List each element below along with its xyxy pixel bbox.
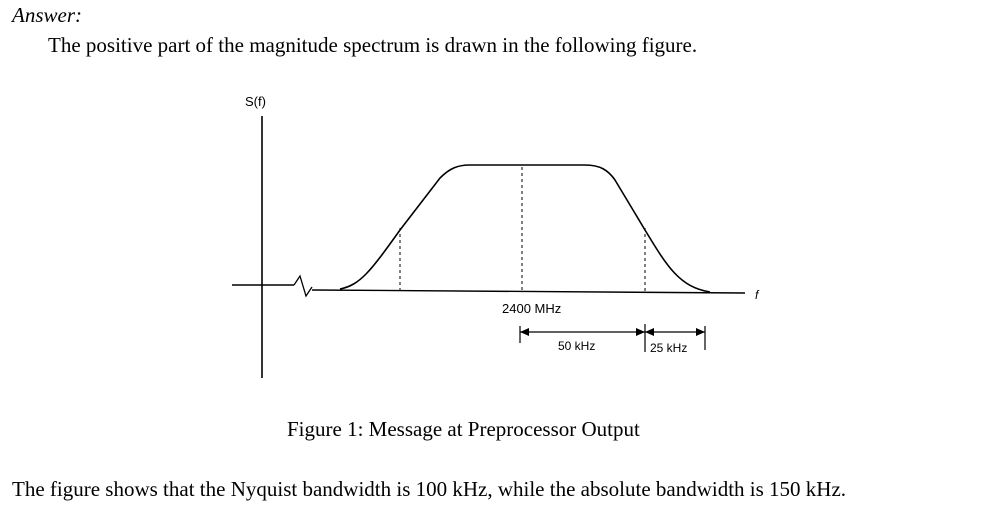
center-frequency-label: 2400 MHz: [502, 301, 561, 316]
axis-break: [293, 274, 313, 298]
x-axis-right: [311, 289, 746, 294]
rolloff-label: 25 kHz: [650, 341, 687, 355]
answer-label: Answer:: [12, 3, 82, 27]
conclusion-paragraph: The figure shows that the Nyquist bandwi…: [12, 477, 847, 501]
passband-label: 50 kHz: [558, 339, 595, 353]
arrow-head-mid-right: [645, 328, 654, 336]
arrow-head-right: [696, 328, 705, 336]
spectrum-figure: S(f) f 2400 MHz 50 kHz 25 kHz: [232, 94, 760, 378]
intro-paragraph: The positive part of the magnitude spect…: [48, 33, 698, 57]
x-axis-label: f: [755, 288, 760, 302]
arrow-head-left: [520, 328, 529, 336]
arrow-head-mid: [636, 328, 645, 336]
y-axis-label: S(f): [245, 94, 266, 109]
figure-caption: Figure 1: Message at Preprocessor Output: [287, 417, 640, 441]
spectrum-curve: [339, 164, 711, 293]
